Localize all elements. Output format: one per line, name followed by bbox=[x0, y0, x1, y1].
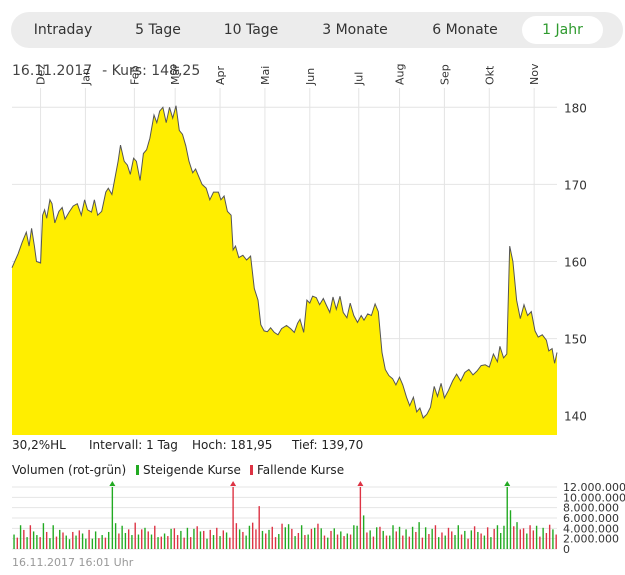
stat-hoch: Hoch: 181,95 bbox=[192, 438, 273, 452]
tab-10-tage[interactable]: 10 Tage bbox=[223, 22, 279, 38]
x-tick-label: Aug bbox=[394, 64, 407, 85]
timestamp-footer: 16.11.2017 16:01 Uhr bbox=[12, 556, 134, 569]
volume-overflow-arrow-icon bbox=[230, 481, 237, 486]
quote-price: - Kurs: 148,25 bbox=[102, 63, 201, 79]
volume-overflow-arrow-icon bbox=[109, 481, 116, 486]
x-tick-label: Jun bbox=[304, 68, 317, 86]
stat-intervall: Intervall: 1 Tag bbox=[89, 438, 178, 452]
stat-hl: 30,2%HL bbox=[12, 438, 66, 452]
tab-6-monate[interactable]: 6 Monate bbox=[432, 22, 498, 38]
volume-tick-label: 0 bbox=[563, 543, 570, 556]
x-tick-label: Apr bbox=[214, 65, 227, 85]
tab-3-monate[interactable]: 3 Monate bbox=[322, 22, 388, 38]
x-tick-label: Jan bbox=[79, 68, 92, 86]
rising-marker-icon bbox=[136, 465, 139, 475]
volume-tick-label: 12.000.000 bbox=[563, 481, 625, 494]
legend-rising-label: Steigende Kurse bbox=[143, 463, 241, 477]
x-tick-label: Mär bbox=[169, 64, 182, 85]
volume-title: Volumen (rot-grün) bbox=[12, 463, 127, 477]
price-area bbox=[12, 105, 557, 435]
y-tick-label: 170 bbox=[564, 178, 587, 192]
x-tick-label: Mai bbox=[259, 66, 272, 85]
period-tabs: Intraday 5 Tage 10 Tage 3 Monate 6 Monat… bbox=[11, 12, 623, 48]
y-tick-label: 150 bbox=[564, 333, 587, 347]
x-tick-label: Nov bbox=[528, 63, 541, 85]
legend-falling: Fallende Kurse bbox=[250, 463, 344, 477]
x-tick-label: Sep bbox=[438, 64, 451, 85]
y-tick-label: 160 bbox=[564, 256, 587, 270]
y-tick-label: 140 bbox=[564, 410, 587, 424]
x-tick-label: Okt bbox=[483, 65, 496, 85]
falling-marker-icon bbox=[250, 465, 253, 475]
volume-tick-label: 2.000.000 bbox=[563, 533, 619, 546]
tab-5-tage[interactable]: 5 Tage bbox=[135, 22, 181, 38]
chart-header: 16.11.2017 - Kurs: 148,25 bbox=[12, 63, 200, 79]
legend-rising: Steigende Kurse bbox=[136, 463, 241, 477]
x-tick-label: Feb bbox=[128, 66, 141, 85]
tab-intraday[interactable]: Intraday bbox=[33, 22, 93, 38]
y-tick-label: 180 bbox=[564, 101, 587, 115]
volume-tick-label: 4.000.000 bbox=[563, 522, 619, 535]
x-tick-label: Dez bbox=[35, 64, 48, 85]
quote-date: 16.11.2017 bbox=[12, 63, 93, 79]
volume-overflow-arrow-icon bbox=[357, 481, 364, 486]
volume-overflow-arrow-icon bbox=[504, 481, 511, 486]
volume-tick-label: 8.000.000 bbox=[563, 502, 619, 515]
volume-tick-label: 6.000.000 bbox=[563, 512, 619, 525]
volume-tick-label: 10.000.000 bbox=[563, 491, 625, 504]
legend-falling-label: Fallende Kurse bbox=[257, 463, 345, 477]
price-line bbox=[11, 105, 558, 419]
stat-tief: Tief: 139,70 bbox=[292, 438, 364, 452]
tab-1-jahr[interactable]: 1 Jahr bbox=[522, 16, 603, 44]
x-tick-label: Jul bbox=[353, 72, 366, 86]
